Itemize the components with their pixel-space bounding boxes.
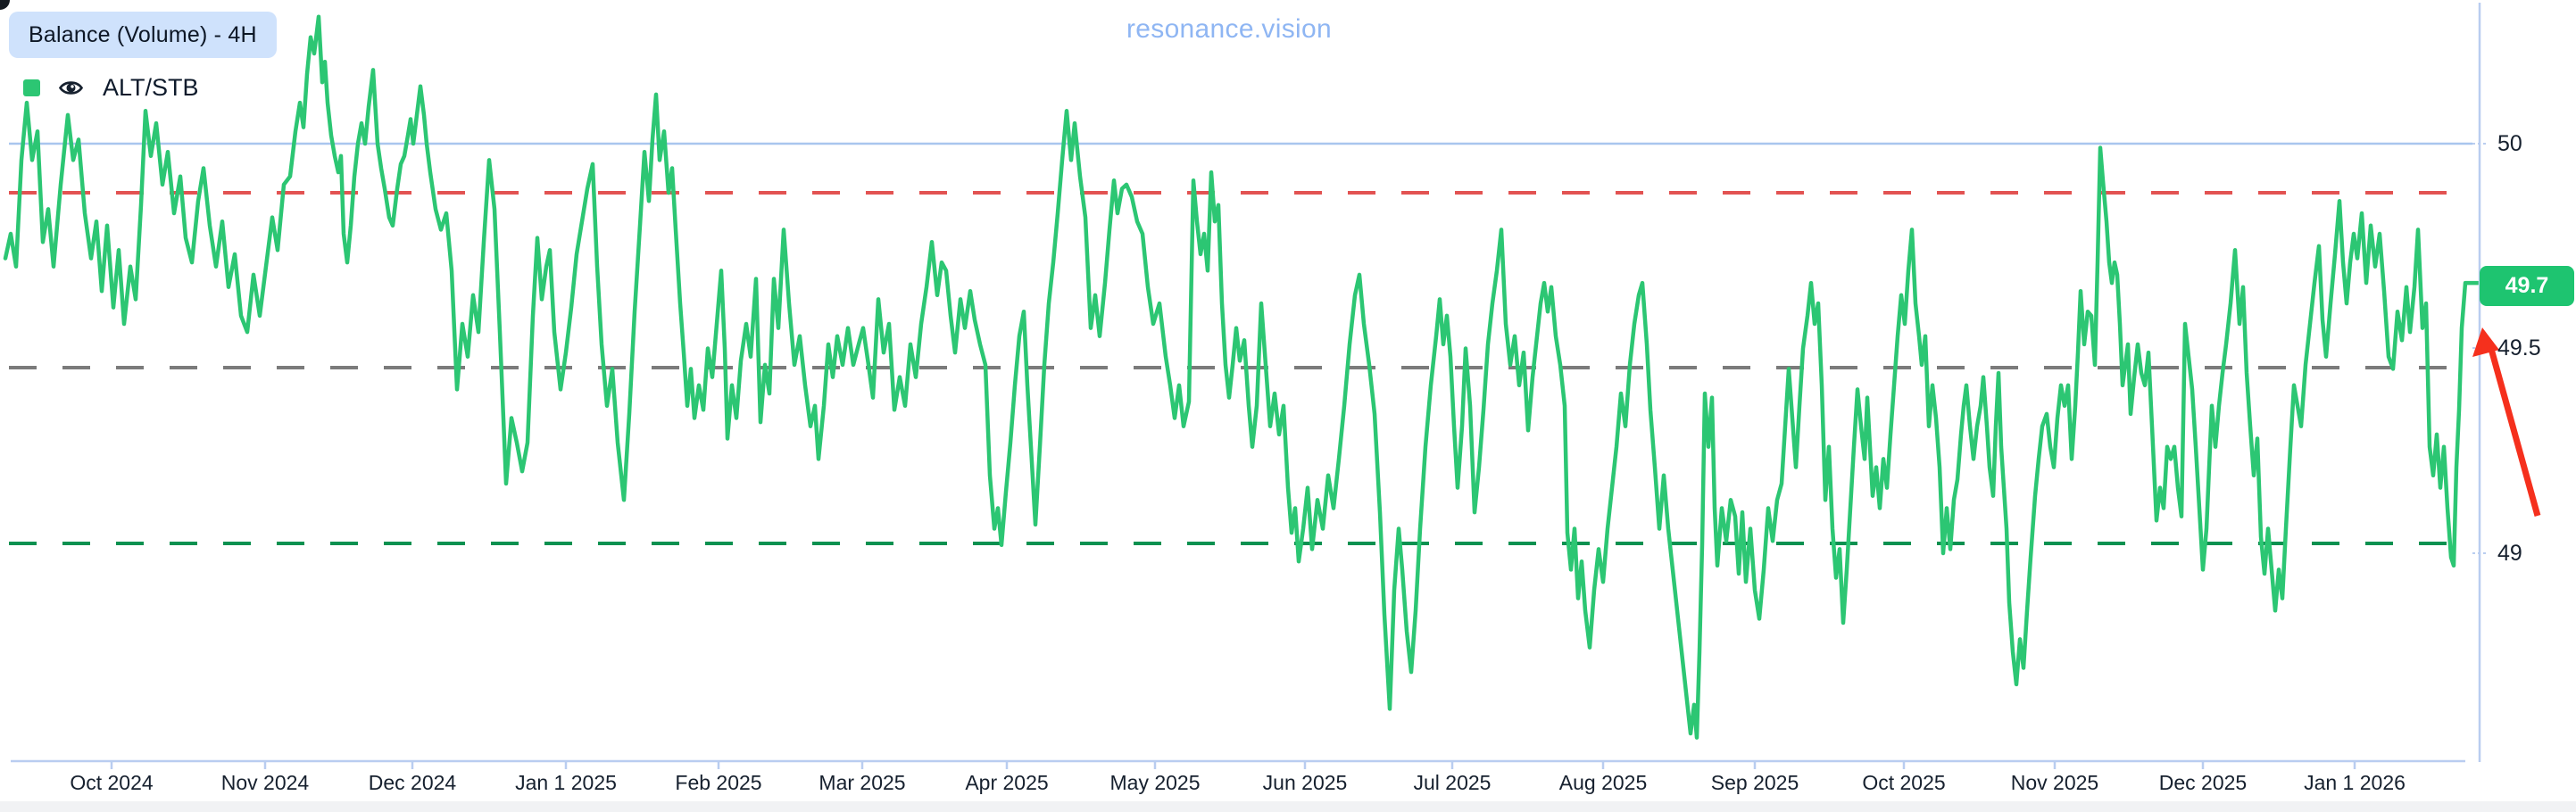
x-axis-label: Jan 1 2026	[2304, 771, 2406, 794]
y-axis-label: 49.5	[2497, 336, 2541, 360]
legend-row: ALT/STB	[23, 74, 199, 101]
symbol-label: ALT/STB	[103, 73, 199, 101]
x-axis-label: Sep 2025	[1710, 771, 1799, 794]
x-axis-label: Oct 2024	[70, 771, 154, 794]
x-axis-label: Dec 2025	[2158, 771, 2248, 794]
x-axis-label: Nov 2024	[220, 771, 310, 794]
annotation-arrow-head[interactable]	[2472, 327, 2499, 357]
bottom-strip	[0, 801, 2576, 812]
x-axis-label: Nov 2025	[2010, 771, 2099, 794]
x-axis-label: May 2025	[1109, 771, 1201, 794]
y-axis-label: 50	[2497, 131, 2522, 156]
x-axis-label: Feb 2025	[675, 771, 762, 794]
visibility-eye-icon[interactable]	[59, 79, 83, 96]
annotation-arrow-shaft[interactable]	[2488, 348, 2541, 517]
last-price-badge: 49.7	[2480, 266, 2574, 306]
price-line-series	[3, 14, 2480, 740]
x-axis-label: Mar 2025	[819, 771, 906, 794]
x-axis-label: Aug 2025	[1558, 771, 1648, 794]
y-axis-label: 49	[2497, 541, 2522, 566]
x-axis-label: Apr 2025	[965, 771, 1049, 794]
x-axis-label: Dec 2024	[368, 771, 457, 794]
x-axis-label: Jun 2025	[1262, 771, 1348, 794]
chart-title: Balance (Volume) - 4H	[29, 21, 257, 47]
series-color-swatch	[23, 79, 40, 96]
x-axis-label: Jul 2025	[1413, 771, 1492, 794]
window-corner-artifact	[0, 0, 10, 10]
watermark: resonance.vision	[1126, 14, 1332, 44]
x-axis-label: Oct 2025	[1862, 771, 1946, 794]
x-axis-label: Jan 1 2025	[515, 771, 617, 794]
last-price-value: 49.7	[2505, 273, 2549, 298]
chart-title-badge[interactable]: Balance (Volume) - 4H	[9, 12, 277, 58]
